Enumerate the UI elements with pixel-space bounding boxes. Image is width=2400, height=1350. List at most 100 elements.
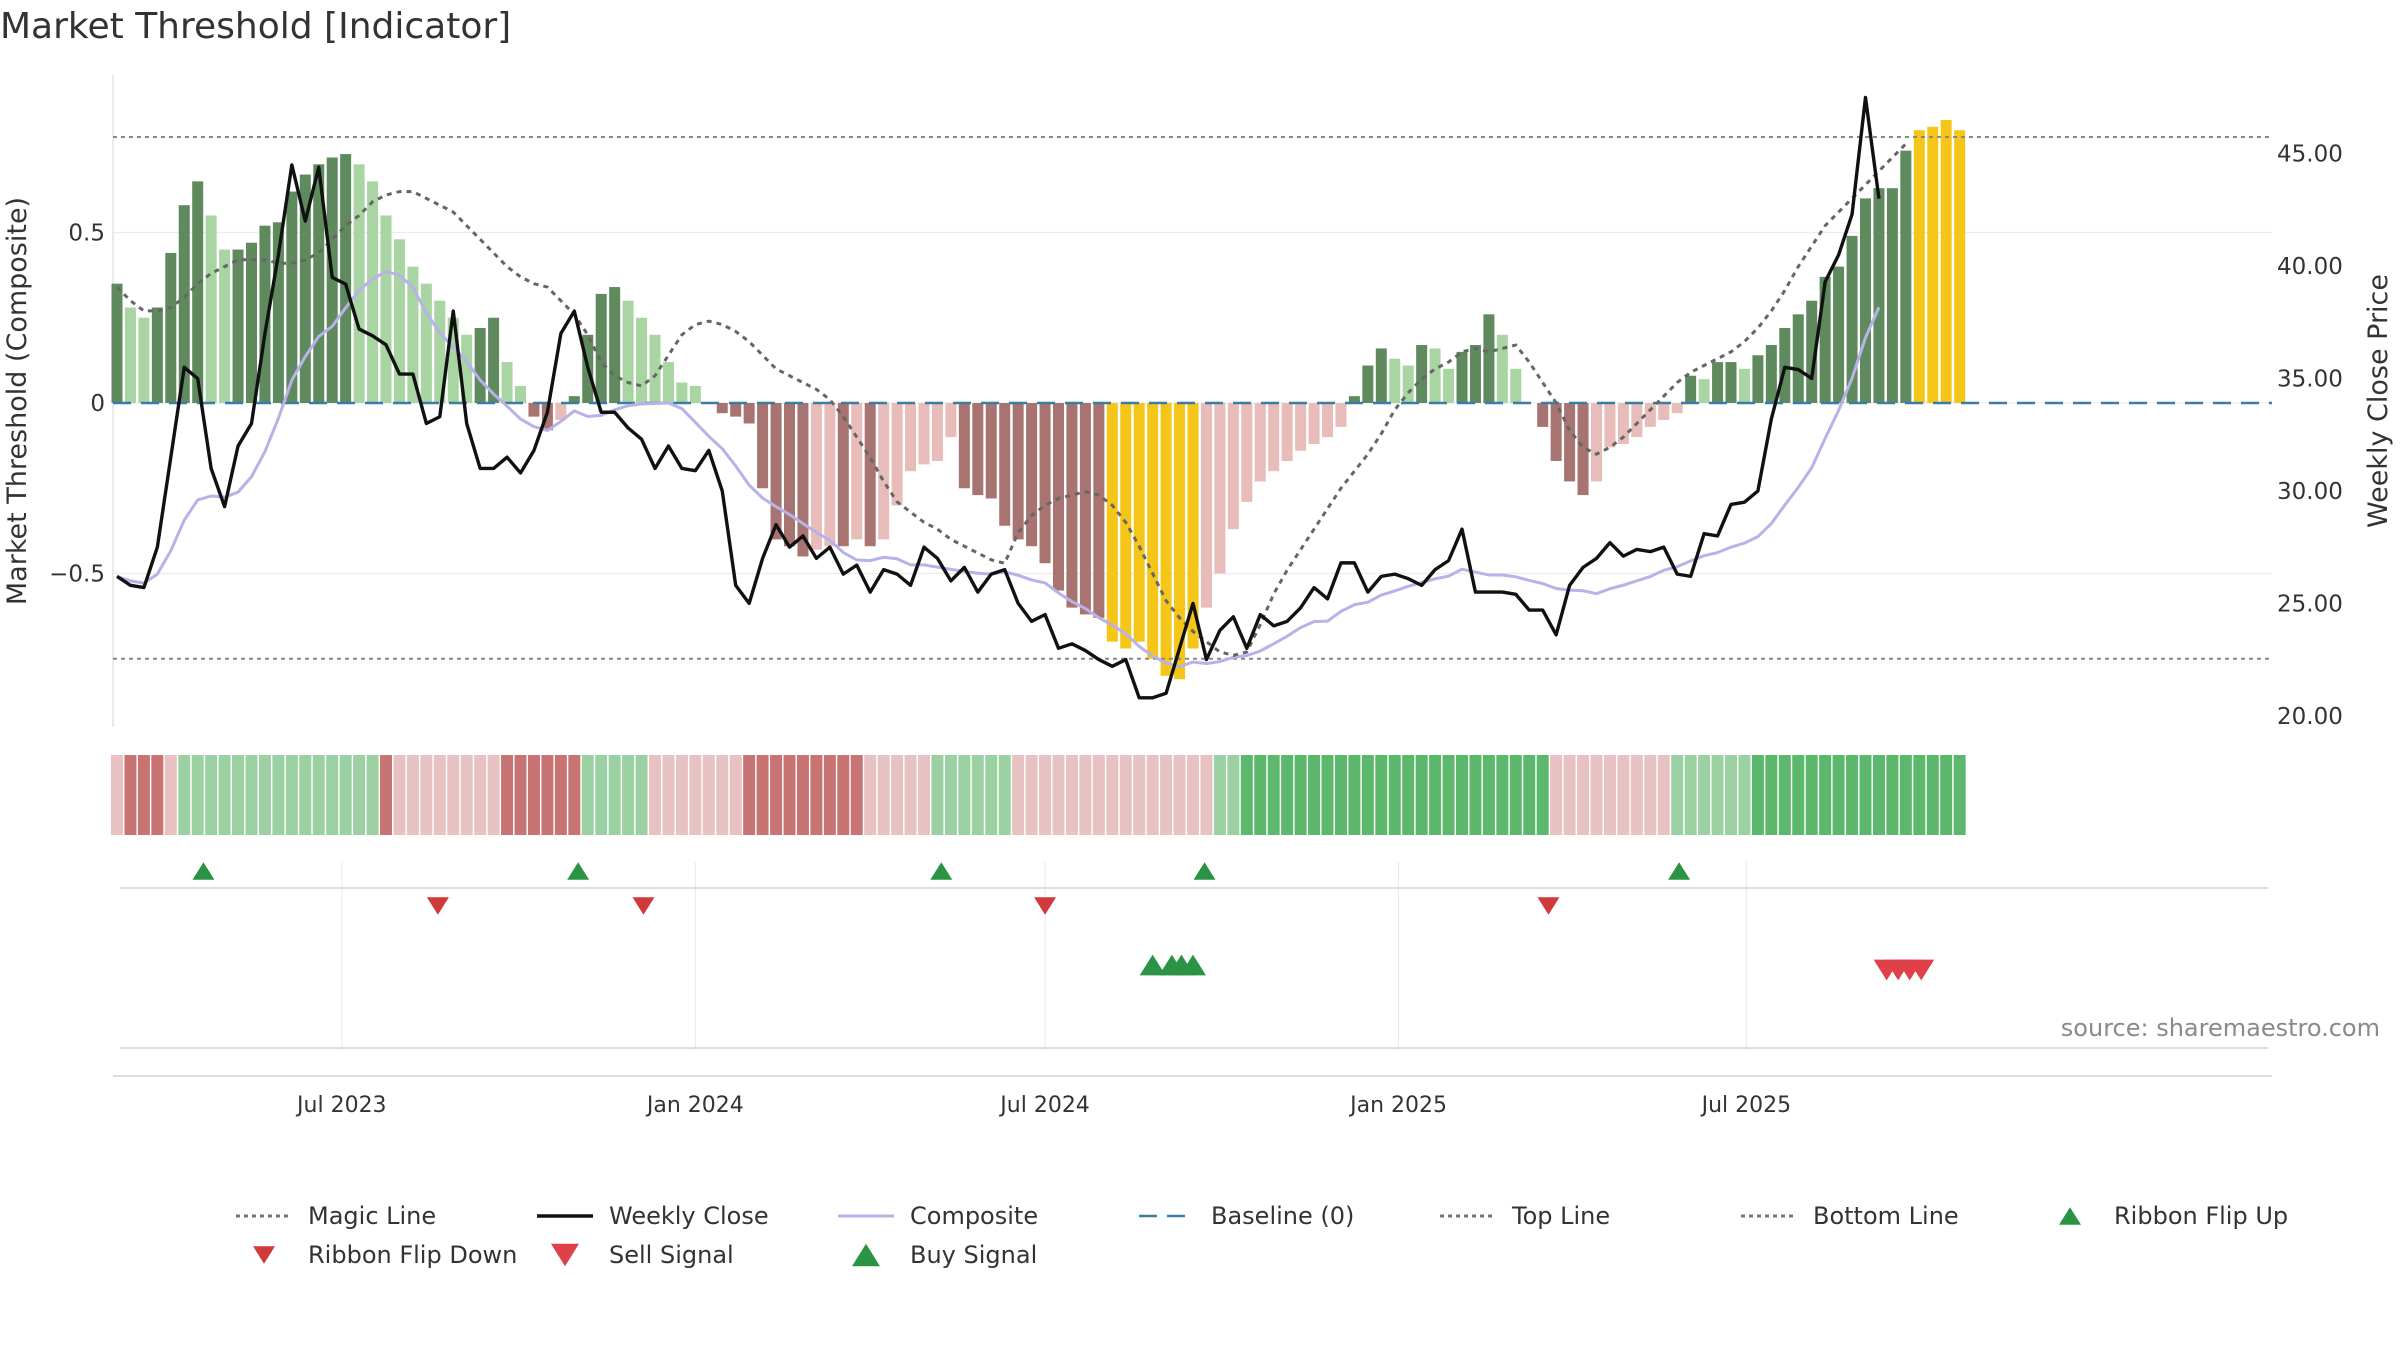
- composite-bar: [1617, 403, 1629, 444]
- legend-label: Ribbon Flip Up: [2114, 1202, 2288, 1230]
- ribbon-cell: [326, 755, 339, 835]
- legend-item: Top Line: [1440, 1202, 1610, 1230]
- ribbon-cell: [1630, 755, 1643, 835]
- composite-bar: [1685, 375, 1697, 403]
- composite-bar: [1792, 314, 1804, 403]
- ribbon-cell: [1361, 755, 1374, 835]
- composite-bar: [1833, 266, 1845, 403]
- composite-bar: [447, 317, 459, 403]
- legend-item: Ribbon Flip Down: [253, 1241, 517, 1269]
- ribbon-cell: [1509, 755, 1522, 835]
- composite-bar: [797, 403, 809, 557]
- composite-bar: [1954, 130, 1966, 403]
- ribbon-cell: [1940, 755, 1953, 835]
- composite-bar: [1200, 403, 1212, 608]
- ribbon-cell: [1725, 755, 1737, 835]
- ribbon-cell: [622, 755, 635, 835]
- legend-label: Weekly Close: [609, 1202, 769, 1230]
- composite-bar: [891, 403, 903, 506]
- composite-bar: [1738, 368, 1750, 403]
- legend-label: Ribbon Flip Down: [308, 1241, 517, 1269]
- ribbon-cell: [1267, 755, 1280, 835]
- ribbon-cell: [702, 755, 715, 835]
- ribbon-cell: [850, 755, 863, 835]
- composite-bar: [205, 215, 217, 403]
- ribbon-cell: [877, 755, 890, 835]
- composite-bar: [1550, 403, 1562, 461]
- composite-bar: [1658, 403, 1670, 421]
- composite-bar: [1698, 379, 1710, 403]
- composite-bar: [1120, 403, 1132, 649]
- legend-triangle-down-icon: [551, 1243, 579, 1267]
- ribbon-cell: [380, 755, 392, 835]
- composite-bar: [313, 164, 325, 403]
- ribbon-cell: [1644, 755, 1657, 835]
- composite-bar: [945, 403, 957, 438]
- ribbon-cell: [393, 755, 406, 835]
- composite-bar: [1456, 351, 1468, 403]
- ribbon-cell: [1375, 755, 1388, 835]
- y-tick-right: 40.00: [2277, 254, 2343, 280]
- ribbon-cell: [998, 755, 1011, 835]
- composite-bar: [743, 403, 755, 424]
- composite-bar: [1765, 345, 1777, 403]
- composite-bar: [555, 403, 567, 421]
- ribbon-cell: [299, 755, 312, 835]
- composite-bar: [1779, 327, 1791, 403]
- ribbon-cell: [1227, 755, 1240, 835]
- composite-bar: [474, 327, 486, 403]
- ribbon-cell: [218, 755, 231, 835]
- ribbon-cell: [501, 755, 514, 835]
- ribbon-cell: [151, 755, 164, 835]
- composite-bar: [434, 300, 446, 403]
- composite-bar: [461, 334, 473, 403]
- ribbon-cell: [447, 755, 460, 835]
- composite-bar: [420, 283, 432, 403]
- ribbon-cell: [1792, 755, 1805, 835]
- buy-signal-marker: [1139, 954, 1166, 976]
- x-tick-label: Jan 2025: [1348, 1093, 1447, 1118]
- ribbon-flip-up-marker: [567, 862, 590, 880]
- legend-item: Buy Signal: [852, 1241, 1037, 1269]
- composite-bar: [138, 317, 150, 403]
- ribbon-cell: [1778, 755, 1791, 835]
- ribbon-cell: [191, 755, 204, 835]
- composite-bar: [770, 403, 782, 540]
- ribbon-cell: [1536, 755, 1549, 835]
- legend-triangle-up-icon: [2059, 1207, 2081, 1225]
- ribbon-cell: [124, 755, 137, 835]
- legend-label: Composite: [910, 1202, 1038, 1230]
- ribbon-cell: [1012, 755, 1025, 835]
- ribbon-cell: [649, 755, 661, 835]
- ribbon-cell: [891, 755, 904, 835]
- composite-bar: [259, 225, 271, 403]
- composite-bar: [1577, 403, 1589, 496]
- composite-bar: [649, 334, 661, 403]
- ribbon-cell: [1052, 755, 1065, 835]
- composite-bar: [1483, 314, 1495, 403]
- ribbon-cell: [985, 755, 998, 835]
- legend-item: Sell Signal: [551, 1241, 734, 1269]
- composite-bar: [528, 403, 540, 417]
- composite-bar: [124, 307, 136, 403]
- ribbon-cell: [474, 755, 487, 835]
- composite-bar: [1940, 119, 1952, 403]
- ribbon-cell: [420, 755, 433, 835]
- ribbon-cell: [1577, 755, 1590, 835]
- ribbon-cell: [1550, 755, 1563, 835]
- ribbon-cell: [931, 755, 944, 835]
- composite-bar: [1362, 365, 1374, 403]
- composite-bar: [1174, 403, 1186, 680]
- composite-bar: [393, 239, 405, 403]
- ribbon-cell: [1832, 755, 1845, 835]
- composite-bar: [622, 300, 634, 403]
- composite-bar: [340, 154, 352, 403]
- composite-bar: [1039, 403, 1051, 564]
- ribbon-cell: [581, 755, 594, 835]
- ribbon-cell: [1321, 755, 1334, 835]
- composite-bar: [1308, 403, 1320, 444]
- ribbon-cell: [958, 755, 971, 835]
- composite-bar: [192, 181, 204, 403]
- ribbon-cell: [1872, 755, 1885, 835]
- ribbon-cell: [1563, 755, 1576, 835]
